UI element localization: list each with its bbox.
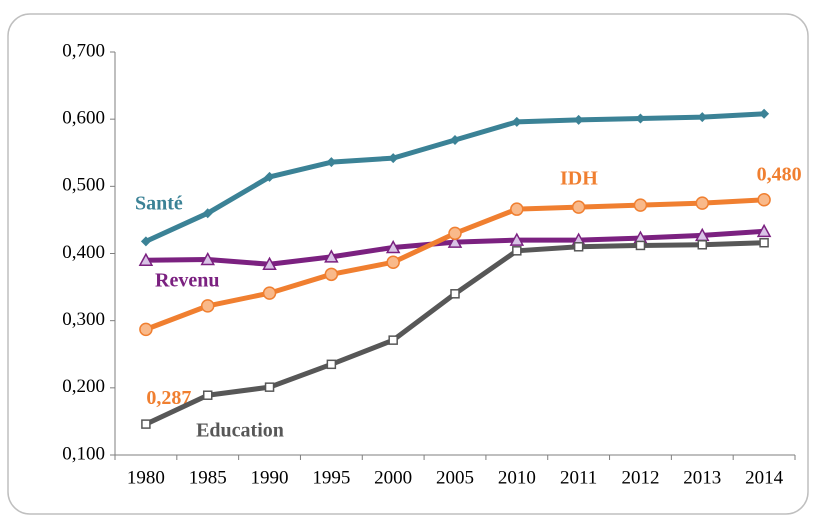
marker — [571, 200, 586, 214]
x-tick-label: 1990 — [251, 467, 289, 488]
marker — [388, 335, 398, 345]
marker — [324, 249, 339, 263]
chart-frame — [7, 13, 809, 515]
marker — [573, 242, 584, 252]
y-tick-label: 0,700 — [62, 40, 105, 61]
marker — [385, 239, 401, 254]
x-tick-label: 2014 — [745, 467, 784, 488]
data-label: 0,287 — [146, 387, 191, 409]
marker — [511, 116, 522, 127]
series-label: Santé — [135, 193, 183, 215]
x-tick-label: 2011 — [560, 467, 597, 488]
y-tick-label: 0,500 — [62, 175, 105, 196]
y-tick-label: 0,400 — [62, 242, 105, 263]
marker — [635, 113, 646, 124]
x-tick-label: 1980 — [127, 467, 165, 488]
marker — [512, 246, 522, 256]
marker — [262, 256, 277, 270]
y-tick-label: 0,300 — [62, 309, 105, 330]
marker — [695, 196, 710, 210]
marker — [388, 153, 399, 164]
marker — [447, 234, 463, 248]
marker — [262, 286, 277, 300]
marker — [200, 299, 215, 313]
x-tick-label: 2005 — [436, 467, 474, 488]
marker — [139, 322, 153, 337]
marker — [510, 202, 524, 216]
marker — [326, 359, 337, 370]
marker — [633, 198, 648, 212]
marker — [141, 419, 151, 429]
marker — [326, 157, 337, 168]
y-tick-label: 0,100 — [62, 443, 105, 464]
x-tick-label: 2012 — [621, 467, 659, 488]
marker — [202, 208, 213, 219]
marker — [138, 252, 154, 266]
marker — [759, 238, 769, 248]
marker — [386, 255, 400, 269]
marker — [140, 236, 151, 247]
marker — [200, 251, 215, 266]
series-label: Revenu — [155, 270, 219, 292]
x-tick-label: 2000 — [374, 467, 412, 488]
x-tick-label: 1985 — [189, 467, 227, 488]
marker — [573, 114, 584, 125]
marker — [759, 108, 770, 119]
x-tick-label: 1995 — [312, 467, 350, 488]
marker — [448, 226, 462, 241]
marker — [264, 382, 275, 392]
marker — [509, 232, 525, 246]
data-label: 0,480 — [757, 163, 802, 185]
y-tick-label: 0,200 — [62, 376, 105, 397]
marker — [697, 240, 708, 250]
marker — [450, 289, 460, 299]
x-tick-label: 2013 — [683, 467, 721, 488]
marker — [756, 223, 772, 238]
marker — [202, 390, 213, 400]
x-tick-label: 2010 — [498, 467, 536, 488]
series-label: Education — [196, 420, 284, 442]
marker — [450, 134, 460, 145]
marker — [264, 171, 275, 182]
series-label: IDH — [560, 168, 598, 190]
marker — [324, 267, 339, 282]
marker — [697, 112, 708, 123]
marker — [635, 240, 646, 251]
marker — [757, 193, 771, 207]
y-tick-label: 0,600 — [62, 108, 105, 129]
